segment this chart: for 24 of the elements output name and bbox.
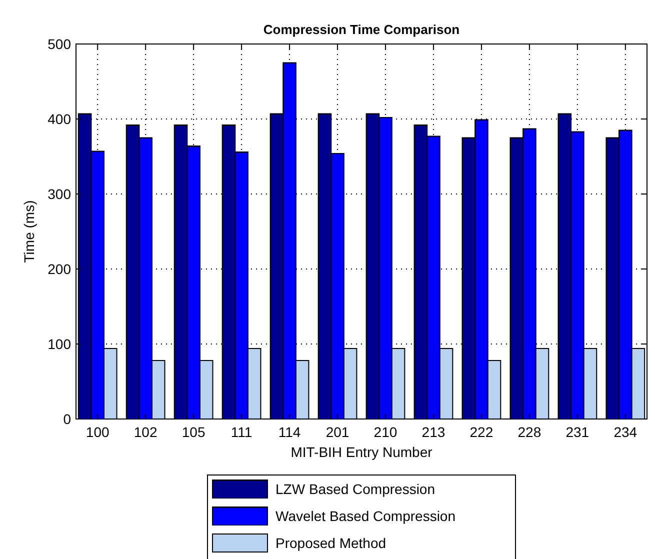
- y-tick-label: 400: [48, 110, 72, 127]
- legend-label: Proposed Method: [276, 534, 386, 551]
- y-tick-label: 200: [48, 260, 72, 277]
- y-tick-label: 0: [63, 410, 72, 427]
- y-tick-label: 300: [48, 186, 72, 202]
- x-tick-label: 201: [326, 424, 350, 440]
- x-tick-label: 100: [86, 424, 110, 440]
- x-tick-label: 228: [518, 424, 542, 440]
- y-tick-label: 500: [48, 36, 72, 52]
- y-tick-label: 100: [48, 336, 72, 352]
- x-tick-label: 210: [374, 424, 398, 440]
- chart-title: Compression Time Comparison: [263, 22, 460, 37]
- x-tick-label: 231: [566, 424, 590, 440]
- legend-label: Wavelet Based Compression: [276, 508, 456, 524]
- legend-label: LZW Based Compression: [276, 480, 436, 497]
- y-axis-title: Time (ms): [21, 200, 37, 263]
- x-tick-label: 105: [182, 424, 206, 440]
- x-tick-label: 111: [230, 424, 252, 440]
- x-tick-label: 102: [134, 424, 158, 440]
- x-tick-label: 222: [470, 424, 494, 440]
- x-tick-label: 114: [278, 424, 301, 440]
- x-tick-label: 234: [614, 424, 638, 440]
- x-axis-title: MIT-BIH Entry Number: [290, 444, 433, 460]
- x-tick-label: 213: [422, 424, 446, 440]
